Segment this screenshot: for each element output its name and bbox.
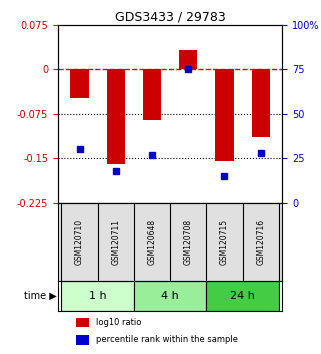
- Text: 24 h: 24 h: [230, 291, 255, 301]
- Bar: [71, 69, 89, 98]
- Text: GSM120708: GSM120708: [184, 219, 193, 265]
- Text: time ▶: time ▶: [24, 291, 57, 301]
- Bar: [215, 69, 234, 161]
- Text: GSM120710: GSM120710: [75, 219, 84, 265]
- FancyBboxPatch shape: [61, 281, 134, 311]
- Text: 1 h: 1 h: [89, 291, 107, 301]
- Text: GSM120716: GSM120716: [256, 219, 265, 265]
- Bar: [76, 335, 89, 344]
- Text: percentile rank within the sample: percentile rank within the sample: [96, 335, 238, 344]
- Bar: [179, 50, 197, 69]
- FancyBboxPatch shape: [206, 281, 279, 311]
- Text: GSM120648: GSM120648: [148, 219, 157, 265]
- Text: 4 h: 4 h: [161, 291, 179, 301]
- Text: GSM120711: GSM120711: [111, 219, 120, 265]
- Bar: [107, 69, 125, 164]
- Text: log10 ratio: log10 ratio: [96, 318, 141, 327]
- Bar: [143, 69, 161, 120]
- Title: GDS3433 / 29783: GDS3433 / 29783: [115, 11, 226, 24]
- Bar: [76, 318, 89, 327]
- Bar: [252, 69, 270, 137]
- Text: GSM120715: GSM120715: [220, 219, 229, 265]
- FancyBboxPatch shape: [134, 281, 206, 311]
